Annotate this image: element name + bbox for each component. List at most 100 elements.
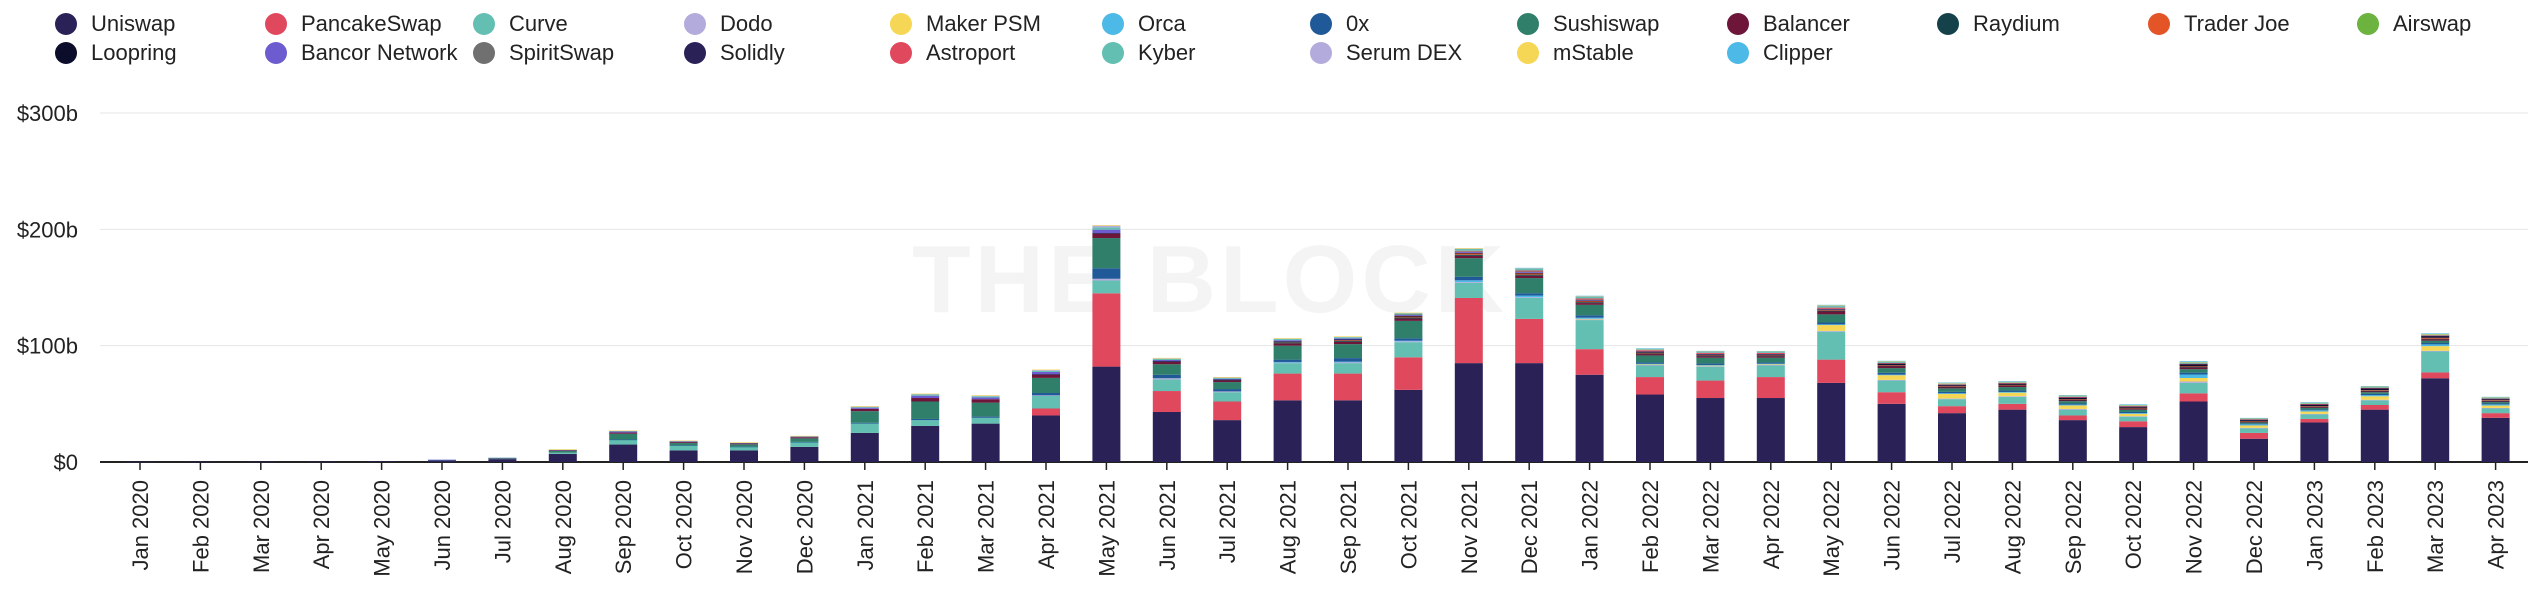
- bar-segment-clipper[interactable]: [2240, 417, 2268, 419]
- bar-segment-dodo[interactable]: [1636, 364, 1664, 366]
- bar-segment-kyber[interactable]: [1334, 337, 1362, 339]
- bar-segment-mstable[interactable]: [2481, 397, 2510, 398]
- bar-segment-balancer[interactable]: [548, 450, 577, 451]
- bar-segment-dodo[interactable]: [1515, 297, 1544, 298]
- bar-segment-balancer[interactable]: [1394, 318, 1423, 321]
- bar-segment-0x[interactable]: [1696, 363, 1725, 365]
- bar-segment-balancer[interactable]: [911, 398, 940, 402]
- bar-segment-curve[interactable]: [2119, 416, 2148, 422]
- bar-segment-dodo[interactable]: [2300, 413, 2329, 415]
- bar-segment-mstable[interactable]: [1636, 348, 1664, 350]
- bar-segment-pancakeswap[interactable]: [1877, 392, 1906, 404]
- bar-segment-sushiswap[interactable]: [1092, 238, 1121, 269]
- bar-segment-kyber[interactable]: [1817, 305, 1846, 308]
- bar-segment-kyber[interactable]: [2421, 334, 2450, 336]
- bar-segment-0x[interactable]: [609, 439, 638, 441]
- bar-segment-uniswap[interactable]: [2240, 438, 2268, 462]
- bar-segment-kyber[interactable]: [850, 406, 879, 408]
- bar-segment-loopring[interactable]: [2119, 406, 2148, 408]
- bar-segment-uniswap[interactable]: [1152, 411, 1181, 462]
- bar-segment-loopring[interactable]: [2058, 397, 2087, 400]
- bar-segment-sushiswap[interactable]: [790, 438, 819, 442]
- bar-segment-curve[interactable]: [669, 445, 698, 451]
- bar-segment-mstable[interactable]: [1032, 369, 1060, 371]
- bar-segment-uniswap[interactable]: [1998, 409, 2027, 462]
- bar-segment-kyber[interactable]: [1756, 351, 1785, 353]
- bar-segment-orca[interactable]: [1756, 363, 1785, 365]
- bar-segment-orca[interactable]: [1998, 391, 2027, 393]
- bar-segment-loopring[interactable]: [1817, 309, 1846, 311]
- bar-segment-0x[interactable]: [1273, 359, 1302, 362]
- bar-segment-dodo[interactable]: [1273, 362, 1302, 364]
- bar-segment-trader-joe[interactable]: [1998, 384, 2027, 386]
- bar-segment-orca[interactable]: [2179, 374, 2208, 379]
- bar-segment-pancakeswap[interactable]: [1152, 391, 1181, 412]
- bar-segment-curve[interactable]: [1998, 396, 2027, 404]
- bar-segment-pancakeswap[interactable]: [1454, 297, 1483, 364]
- bar-segment-loopring[interactable]: [2481, 399, 2510, 401]
- bar-segment-loopring[interactable]: [1938, 385, 1966, 387]
- bar-segment-orca[interactable]: [2058, 404, 2087, 406]
- bar-segment-clipper[interactable]: [1938, 382, 1966, 384]
- bar-segment-0x[interactable]: [669, 445, 698, 446]
- bar-segment-pancakeswap[interactable]: [2421, 372, 2450, 379]
- bar-segment-curve[interactable]: [850, 423, 879, 433]
- bar-segment-dodo[interactable]: [1334, 361, 1362, 364]
- bar-segment-raydium[interactable]: [2119, 408, 2148, 409]
- bar-segment-0x[interactable]: [1575, 315, 1604, 318]
- bar-segment-raydium[interactable]: [1817, 310, 1846, 312]
- bar-segment-maker-psm[interactable]: [1756, 364, 1785, 365]
- bar-segment-curve[interactable]: [971, 417, 1000, 424]
- bar-segment-orca[interactable]: [1394, 340, 1423, 342]
- bar-segment-astroport[interactable]: [2058, 396, 2087, 398]
- bar-segment-clipper[interactable]: [1998, 381, 2027, 382]
- bar-segment-0x[interactable]: [790, 441, 819, 443]
- legend-item-pancakeswap[interactable]: PancakeSwap: [265, 10, 442, 38]
- bar-segment-sushiswap[interactable]: [1998, 387, 2027, 391]
- bar-segment-raydium[interactable]: [2240, 421, 2268, 422]
- bar-segment-serum-dex[interactable]: [1092, 225, 1121, 228]
- bar-segment-curve[interactable]: [2360, 400, 2389, 405]
- bar-segment-serum-dex[interactable]: [971, 395, 1000, 397]
- bar-segment-raydium[interactable]: [2058, 399, 2087, 401]
- bar-segment-pancakeswap[interactable]: [2300, 418, 2329, 423]
- bar-segment-loopring[interactable]: [2360, 388, 2389, 391]
- bar-segment-curve[interactable]: [1817, 331, 1846, 360]
- bar-segment-mstable[interactable]: [1756, 351, 1785, 352]
- bar-segment-raydium[interactable]: [2421, 338, 2450, 340]
- bar-segment-curve[interactable]: [1273, 363, 1302, 374]
- bar-segment-0x[interactable]: [730, 446, 758, 448]
- bar-segment-uniswap[interactable]: [971, 423, 1000, 462]
- bar-segment-0x[interactable]: [1032, 393, 1060, 396]
- bar-segment-0x[interactable]: [1998, 390, 2027, 392]
- bar-segment-uniswap[interactable]: [246, 461, 275, 463]
- bar-segment-clipper[interactable]: [2300, 402, 2329, 403]
- bar-segment-loopring[interactable]: [1575, 300, 1604, 302]
- bar-segment-balancer[interactable]: [1938, 386, 1966, 389]
- bar-segment-balancer[interactable]: [790, 437, 819, 439]
- bar-segment-curve[interactable]: [911, 420, 940, 426]
- bar-segment-dodo[interactable]: [1213, 391, 1242, 393]
- bar-segment-sushiswap[interactable]: [1213, 382, 1242, 390]
- legend-item-airswap[interactable]: Airswap: [2357, 10, 2471, 38]
- bar-segment-kyber[interactable]: [1877, 361, 1906, 364]
- bar-segment-sushiswap[interactable]: [1696, 357, 1725, 364]
- bar-segment-mstable[interactable]: [1213, 377, 1242, 378]
- bar-segment-mstable[interactable]: [2058, 395, 2087, 397]
- bar-segment-sushiswap[interactable]: [2179, 369, 2208, 373]
- bar-segment-raydium[interactable]: [1454, 254, 1483, 256]
- legend-item-orca[interactable]: Orca: [1102, 10, 1186, 38]
- bar-segment-balancer[interactable]: [1998, 385, 2027, 388]
- bar-segment-maker-psm[interactable]: [1575, 318, 1604, 320]
- bar-segment-loopring[interactable]: [1998, 383, 2027, 385]
- bar-segment-clipper[interactable]: [2481, 396, 2510, 398]
- bar-segment-pancakeswap[interactable]: [1817, 359, 1846, 383]
- bar-segment-sushiswap[interactable]: [1636, 355, 1664, 363]
- bar-segment-astroport[interactable]: [2240, 419, 2268, 420]
- bar-segment-loopring[interactable]: [2179, 364, 2208, 367]
- bar-segment-uniswap[interactable]: [367, 461, 396, 463]
- bar-segment-pancakeswap[interactable]: [2481, 413, 2510, 418]
- bar-segment-curve[interactable]: [1454, 282, 1483, 298]
- bar-segment-sushiswap[interactable]: [609, 433, 638, 440]
- bar-segment-balancer[interactable]: [1515, 275, 1544, 279]
